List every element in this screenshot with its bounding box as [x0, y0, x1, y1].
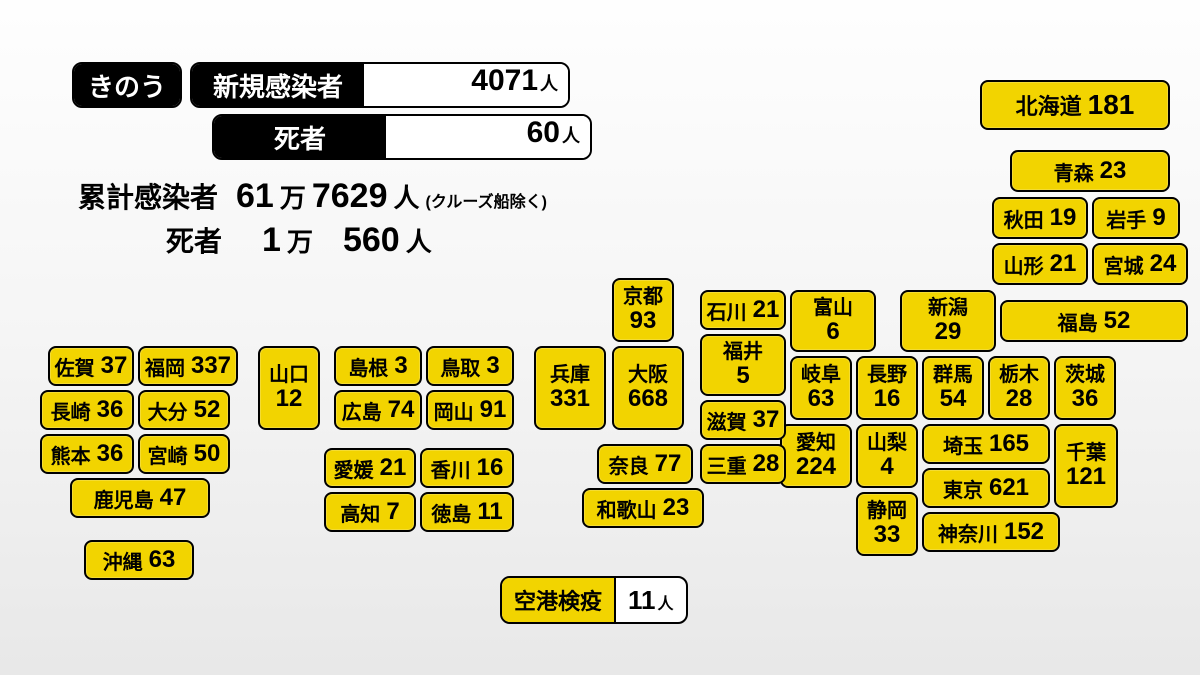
pref-nara: 奈良77 — [597, 444, 693, 484]
pref-ibaraki: 茨城36 — [1054, 356, 1116, 420]
yesterday-pill: きのう — [72, 62, 182, 108]
deaths-label: 死者 — [214, 116, 386, 158]
pref-oita: 大分52 — [138, 390, 230, 430]
pref-kanagawa: 神奈川152 — [922, 512, 1060, 552]
pref-gifu: 岐阜63 — [790, 356, 852, 420]
deaths-pill: 死者 60 人 — [212, 114, 592, 160]
pref-nagano: 長野16 — [856, 356, 918, 420]
cum-deaths-rest: 560 — [343, 221, 400, 260]
cum-cases-big: 61 — [236, 177, 274, 216]
pref-iwate: 岩手9 — [1092, 197, 1180, 239]
pref-shiga: 滋賀37 — [700, 400, 786, 440]
pref-kumamoto: 熊本36 — [40, 434, 134, 474]
pref-miyazaki: 宮崎50 — [138, 434, 230, 474]
pref-tottori: 鳥取3 — [426, 346, 514, 386]
pref-hokkaido: 北海道181 — [980, 80, 1170, 130]
pref-toyama: 富山6 — [790, 290, 876, 352]
pref-gunma: 群馬54 — [922, 356, 984, 420]
pref-wakayama: 和歌山23 — [582, 488, 704, 528]
pref-kyoto: 京都93 — [612, 278, 674, 342]
unit-people: 人 — [658, 590, 674, 614]
pref-yamaguchi: 山口12 — [258, 346, 320, 430]
airport-value: 11 — [628, 585, 656, 616]
pref-yamagata: 山形21 — [992, 243, 1088, 285]
man: 万 — [287, 222, 313, 259]
pref-tokushima: 徳島11 — [420, 492, 514, 532]
pref-aomori: 青森23 — [1010, 150, 1170, 192]
pref-fukui: 福井5 — [700, 334, 786, 396]
new-cases-label: 新規感染者 — [192, 64, 364, 106]
pref-shizuoka: 静岡33 — [856, 492, 918, 556]
airport-quarantine: 空港検疫 11 人 — [500, 576, 688, 624]
pref-miyagi: 宮城24 — [1092, 243, 1188, 285]
header-block: きのう 新規感染者 4071 人 死者 60 人 — [72, 62, 592, 160]
pref-tochigi: 栃木28 — [988, 356, 1050, 420]
yesterday-label: きのう — [74, 64, 180, 106]
cum-deaths-big: 1 — [262, 221, 281, 260]
pref-kagawa: 香川16 — [420, 448, 514, 488]
cumulative-block: 累計感染者 61 万 7629 人 (クルーズ船除く) 死者 1 万 560 人 — [78, 176, 547, 260]
pref-kagoshima: 鹿児島47 — [70, 478, 210, 518]
unit-people: 人 — [394, 178, 420, 215]
pref-niigata: 新潟29 — [900, 290, 996, 352]
cruise-note: (クルーズ船除く) — [426, 188, 547, 212]
pref-ishikawa: 石川21 — [700, 290, 786, 330]
pref-saga: 佐賀37 — [48, 346, 134, 386]
cum-cases-rest: 7629 — [312, 177, 388, 216]
unit-people: 人 — [562, 122, 580, 148]
pref-nagasaki: 長崎36 — [40, 390, 134, 430]
pref-tokyo: 東京621 — [922, 468, 1050, 508]
pref-aichi: 愛知224 — [780, 424, 852, 488]
pref-okayama: 岡山91 — [426, 390, 514, 430]
deaths-value: 60 — [527, 116, 560, 150]
pref-saitama: 埼玉165 — [922, 424, 1050, 464]
pref-fukuoka: 福岡337 — [138, 346, 238, 386]
unit-people: 人 — [540, 70, 558, 96]
unit-people: 人 — [406, 222, 432, 259]
cum-cases-label: 累計感染者 — [78, 176, 218, 216]
man: 万 — [280, 178, 306, 215]
pref-shimane: 島根3 — [334, 346, 422, 386]
pref-yamanashi: 山梨4 — [856, 424, 918, 488]
pref-kochi: 高知7 — [324, 492, 416, 532]
cum-deaths-label: 死者 — [166, 220, 222, 260]
airport-label: 空港検疫 — [502, 578, 616, 622]
pref-chiba: 千葉121 — [1054, 424, 1118, 508]
pref-hyogo: 兵庫331 — [534, 346, 606, 430]
pref-mie: 三重28 — [700, 444, 786, 484]
pref-fukushima: 福島52 — [1000, 300, 1188, 342]
new-cases-pill: 新規感染者 4071 人 — [190, 62, 570, 108]
pref-ehime: 愛媛21 — [324, 448, 416, 488]
pref-akita: 秋田19 — [992, 197, 1088, 239]
pref-hiroshima: 広島74 — [334, 390, 422, 430]
new-cases-value: 4071 — [471, 64, 538, 98]
pref-osaka: 大阪668 — [612, 346, 684, 430]
pref-okinawa: 沖縄63 — [84, 540, 194, 580]
